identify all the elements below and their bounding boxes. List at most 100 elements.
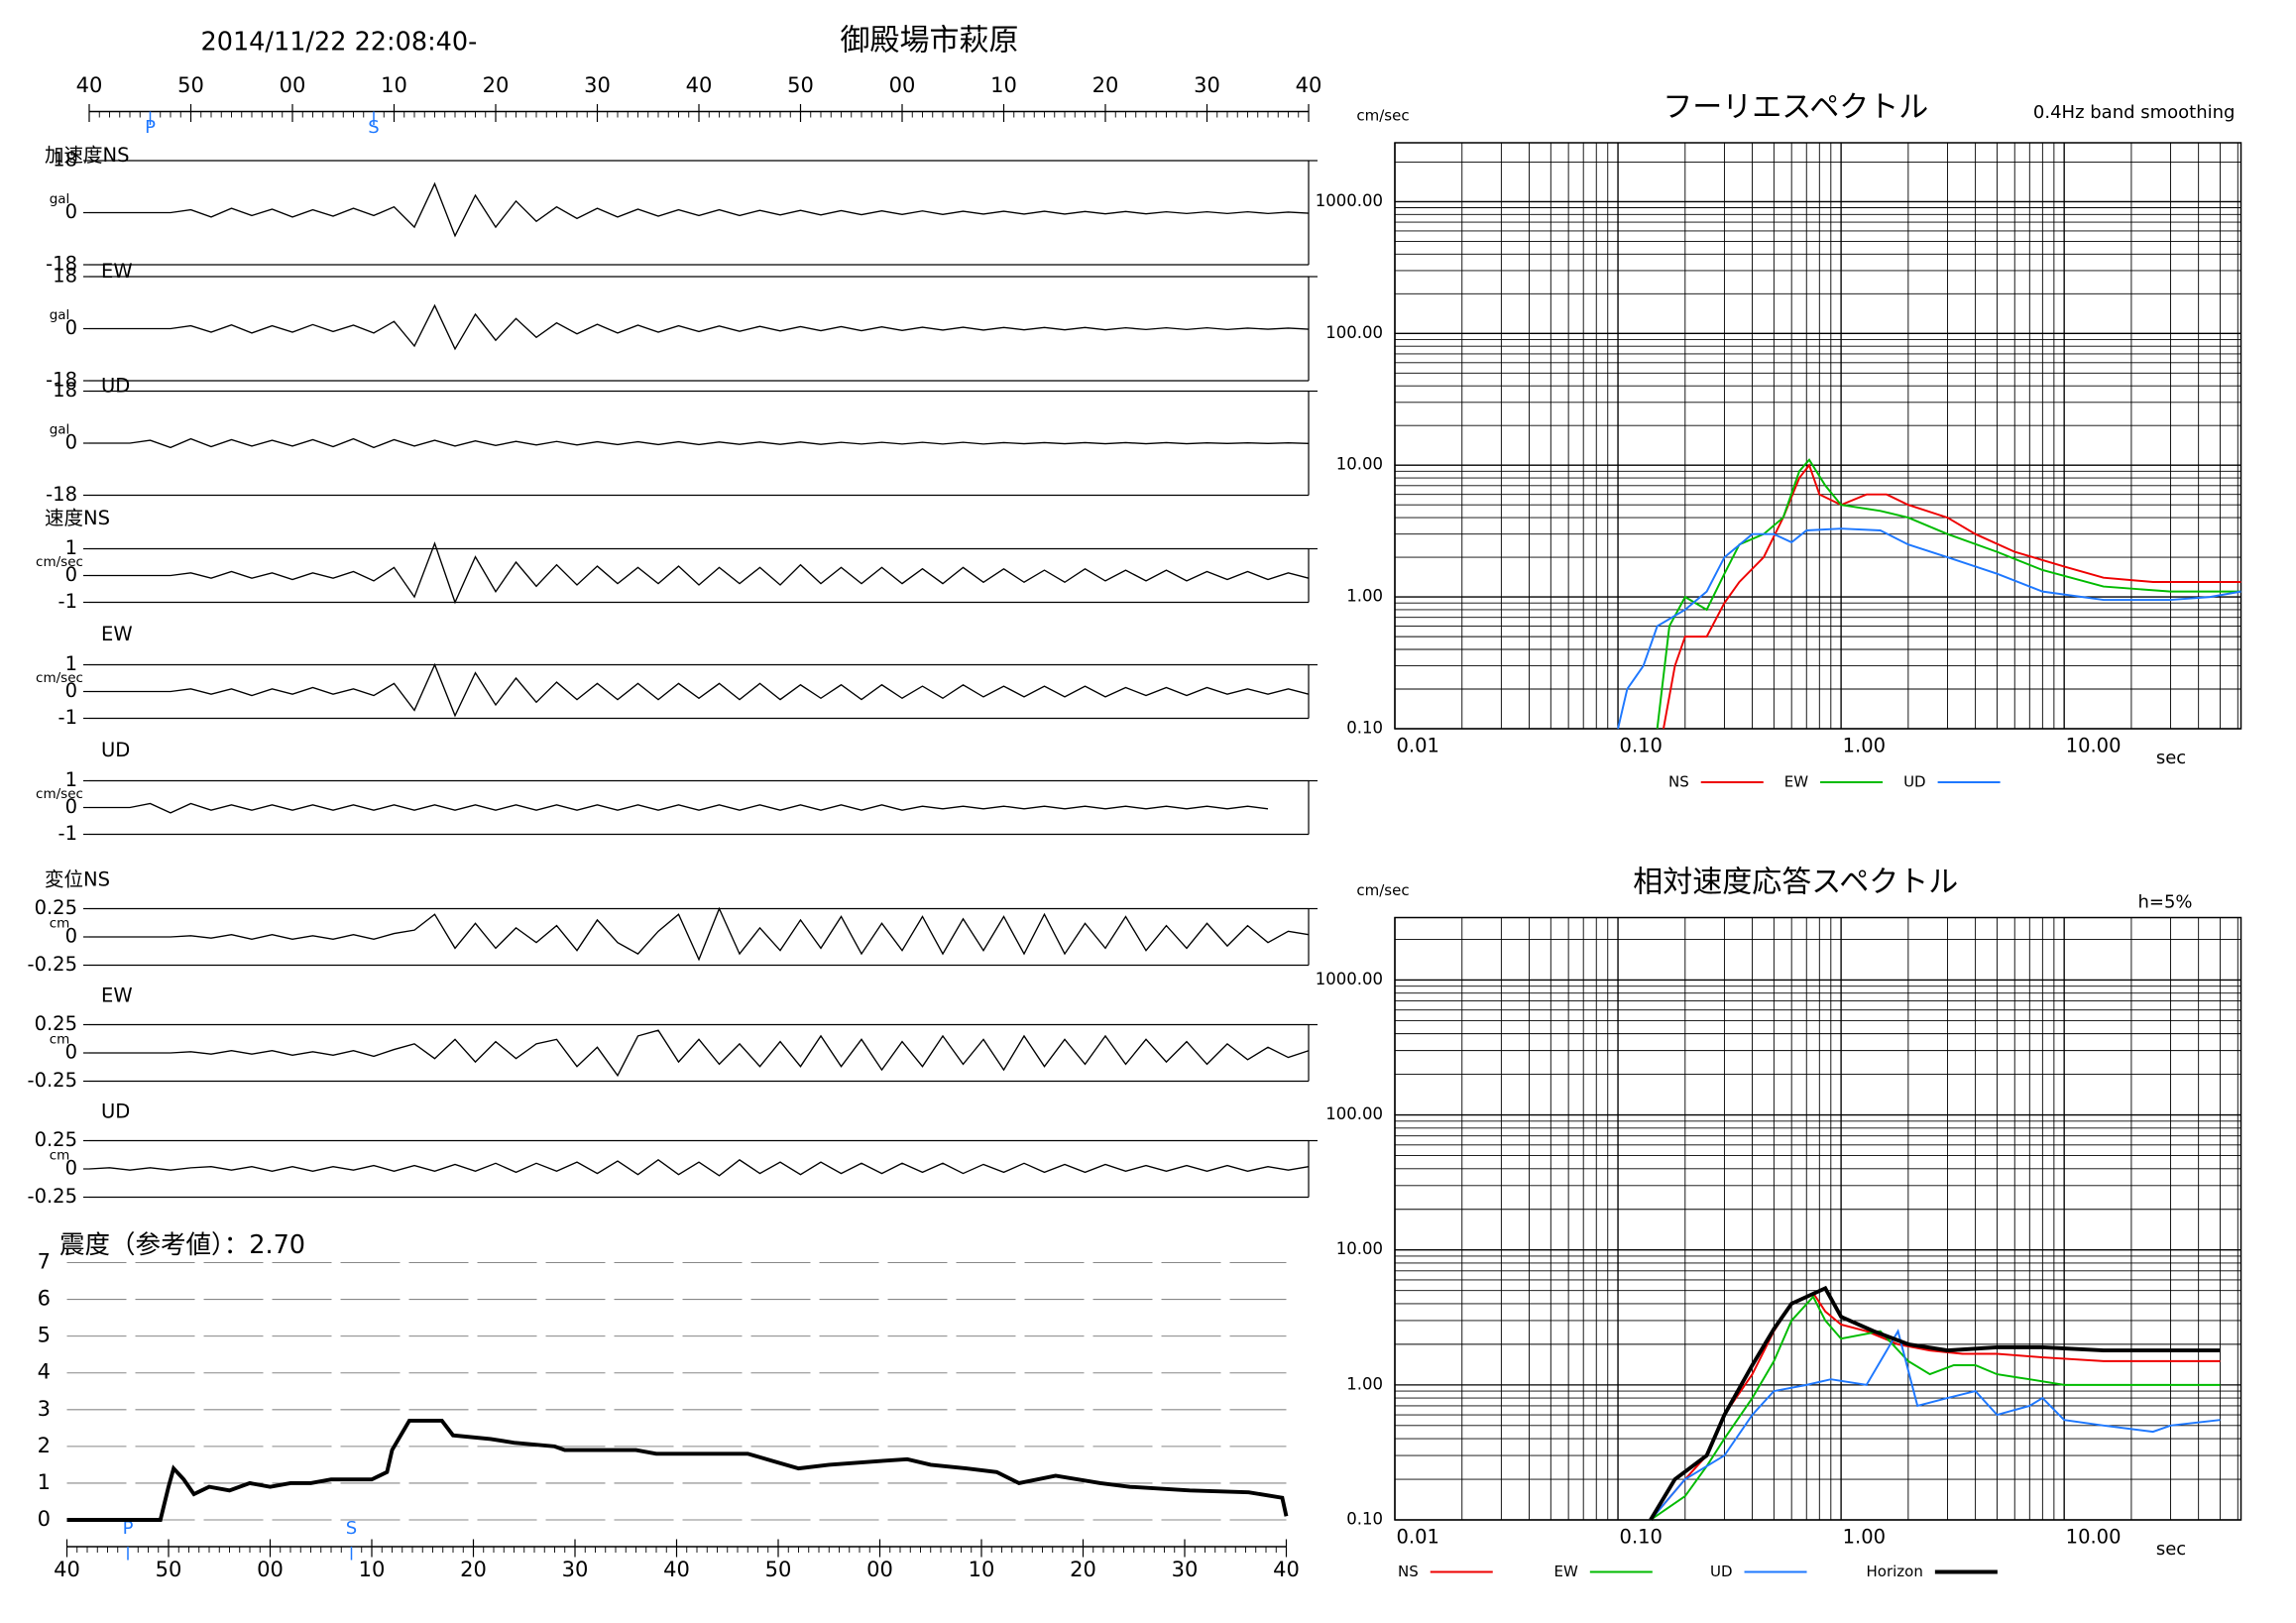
y-tick-label: 1000.00 xyxy=(1316,191,1383,210)
trace-name: 加速度NS xyxy=(45,144,129,167)
waveform xyxy=(89,437,1310,449)
waveform xyxy=(89,802,1269,814)
y-tick-label: 0 xyxy=(65,679,77,702)
spectrum-line xyxy=(1663,463,2241,730)
x-axis-label: sec xyxy=(2156,748,2186,768)
y-tick-label: 18 xyxy=(53,379,77,402)
x-tick-label: 10.00 xyxy=(2066,735,2122,757)
y-tick-label: 18 xyxy=(53,149,77,172)
y-tick-label: 0 xyxy=(65,316,77,339)
chart-title: 震度（参考値）：2.70 xyxy=(59,1230,305,1260)
waveform xyxy=(89,906,1310,962)
trace-unit: cm/sec xyxy=(36,786,83,802)
y-tick-label: 0.10 xyxy=(1346,719,1383,738)
y-tick-label: 1.00 xyxy=(1346,587,1383,606)
x-tick-label: 40 xyxy=(1296,73,1322,97)
x-tick-label: 40 xyxy=(686,73,713,97)
y-tick-label: 1 xyxy=(65,536,77,559)
y-tick-label: 0.10 xyxy=(1346,1510,1383,1529)
phase-label: P xyxy=(145,117,156,138)
y-tick-label: 0 xyxy=(65,431,77,454)
y-tick-label: 0.25 xyxy=(35,1012,77,1035)
y-tick-label: 6 xyxy=(38,1287,51,1311)
waveform xyxy=(88,1159,1310,1177)
waveform xyxy=(89,662,1310,718)
trace-name: 速度NS xyxy=(45,507,110,529)
phase-label: S xyxy=(346,1518,357,1539)
annotation: h=5% xyxy=(2137,892,2192,913)
x-tick-label: 20 xyxy=(1092,73,1119,97)
y-tick-label: 3 xyxy=(38,1397,51,1421)
legend-label: NS xyxy=(1398,1563,1419,1580)
x-tick-label: 0.10 xyxy=(1620,1526,1663,1549)
legend-label: UD xyxy=(1903,773,1926,791)
legend-label: UD xyxy=(1710,1563,1733,1580)
x-tick-label: 30 xyxy=(562,1558,589,1581)
phase-label: P xyxy=(123,1518,134,1539)
trace-unit: gal xyxy=(50,191,70,207)
y-tick-label: 0 xyxy=(65,200,77,223)
trace-unit: gal xyxy=(50,422,70,438)
x-tick-label: 00 xyxy=(866,1558,893,1581)
x-tick-label: 10.00 xyxy=(2066,1526,2122,1549)
phase-label: S xyxy=(368,117,379,138)
trace-unit: cm xyxy=(50,916,70,932)
y-tick-label: -18 xyxy=(46,253,77,276)
record-datetime: 2014/11/22 22:08:40- xyxy=(201,28,478,58)
trace-unit: cm/sec xyxy=(36,554,83,570)
x-tick-label: 40 xyxy=(663,1558,690,1581)
waveform xyxy=(89,181,1310,238)
y-tick-label: 0 xyxy=(65,1157,77,1180)
trace-unit: gal xyxy=(50,307,70,323)
y-tick-label: 0 xyxy=(38,1507,51,1531)
x-tick-label: 00 xyxy=(257,1558,284,1581)
x-tick-label: 30 xyxy=(1194,73,1220,97)
y-tick-label: 2 xyxy=(38,1434,51,1457)
x-tick-label: 0.01 xyxy=(1397,1526,1439,1549)
trace-name: EW xyxy=(101,623,133,645)
y-tick-label: 100.00 xyxy=(1325,1104,1383,1123)
y-tick-label: 0 xyxy=(65,563,77,586)
trace-unit: cm xyxy=(50,1032,70,1048)
y-tick-label: 4 xyxy=(38,1360,51,1384)
x-tick-label: 20 xyxy=(460,1558,487,1581)
trace-name: UD xyxy=(101,739,130,761)
spectrum-line xyxy=(1617,527,2241,730)
x-tick-label: 00 xyxy=(889,73,916,97)
x-tick-label: 0.10 xyxy=(1620,735,1663,757)
spectrum-line xyxy=(1649,1285,2221,1522)
legend-label: Horizon xyxy=(1867,1563,1923,1580)
x-tick-label: 0.01 xyxy=(1397,735,1439,757)
trace-name: EW xyxy=(101,260,133,283)
x-tick-label: 50 xyxy=(156,1558,182,1581)
y-tick-label: 7 xyxy=(38,1250,51,1274)
spectrum-line xyxy=(1656,458,2241,730)
y-tick-label: 1000.00 xyxy=(1316,970,1383,988)
y-tick-label: 0.25 xyxy=(35,1128,77,1151)
waveform xyxy=(89,541,1310,605)
trace-unit: cm xyxy=(50,1148,70,1164)
y-tick-label: 0 xyxy=(65,1041,77,1064)
y-tick-label: 100.00 xyxy=(1325,323,1383,342)
y-tick-label: 0.25 xyxy=(35,896,77,919)
legend-label: EW xyxy=(1784,773,1808,791)
spectrum-line xyxy=(1650,1329,2221,1521)
plot-frame xyxy=(1394,916,2242,1521)
x-tick-label: 10 xyxy=(990,73,1017,97)
trace-name: 変位NS xyxy=(45,869,110,891)
x-tick-label: 50 xyxy=(787,73,814,97)
y-tick-label: 10.00 xyxy=(1336,455,1383,474)
legend-label: EW xyxy=(1554,1563,1578,1580)
waveform xyxy=(89,1029,1310,1078)
y-tick-label: -1 xyxy=(58,590,77,613)
y-tick-label: 1.00 xyxy=(1346,1374,1383,1393)
x-tick-label: 40 xyxy=(1273,1558,1300,1581)
y-tick-label: 1 xyxy=(38,1470,51,1494)
intensity-line xyxy=(66,1418,1289,1522)
y-axis-label: cm/sec xyxy=(1356,881,1409,899)
y-tick-label: -18 xyxy=(46,369,77,392)
x-tick-label: 20 xyxy=(1070,1558,1096,1581)
spectrum-line xyxy=(1650,1291,2221,1521)
x-tick-label: 40 xyxy=(76,73,103,97)
